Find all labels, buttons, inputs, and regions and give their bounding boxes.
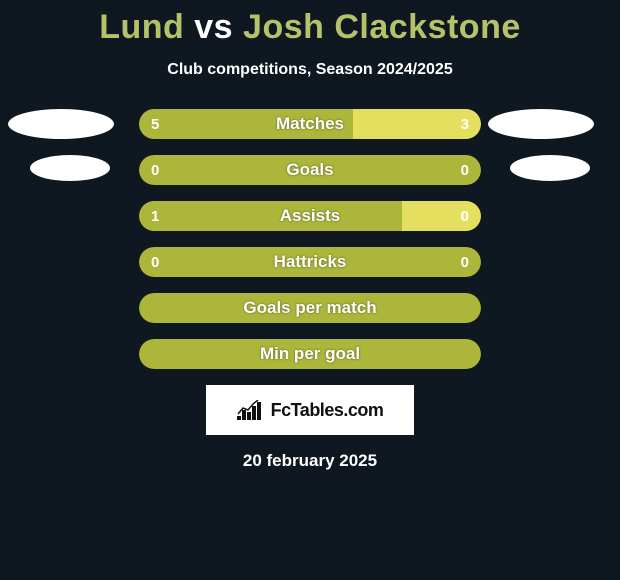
logo-text: FcTables.com [271, 400, 384, 421]
stat-value-right: 3 [461, 109, 469, 139]
stat-row-matches: Matches5 3 [139, 109, 481, 139]
stat-label: Hattricks [139, 247, 481, 277]
stat-value-left: 1 [151, 201, 159, 231]
stat-row-assists: Assists1 0 [139, 201, 481, 231]
stat-row-goals: Goals0 0 [139, 155, 481, 185]
player-silhouette-2 [488, 109, 594, 139]
stat-row-goals-per-match: Goals per match [139, 293, 481, 323]
stat-value-right: 0 [461, 201, 469, 231]
player-silhouette-1 [30, 155, 110, 181]
title-vs: vs [194, 8, 233, 46]
stat-label: Goals [139, 155, 481, 185]
player1-name: Lund [99, 8, 184, 46]
stat-label: Min per goal [139, 339, 481, 369]
fctables-logo-icon [237, 400, 265, 420]
date-label: 20 february 2025 [0, 451, 620, 471]
stat-label: Goals per match [139, 293, 481, 323]
stat-value-left: 0 [151, 247, 159, 277]
page-title: Lund vs Josh Clackstone [0, 0, 620, 47]
stat-row-hattricks: Hattricks0 0 [139, 247, 481, 277]
stat-label: Matches [139, 109, 481, 139]
stat-label: Assists [139, 201, 481, 231]
stat-value-left: 5 [151, 109, 159, 139]
comparison-chart: Matches53Goals00Assists10Hattricks00Goal… [0, 109, 620, 369]
stat-value-right: 0 [461, 155, 469, 185]
stat-value-right: 0 [461, 247, 469, 277]
stat-value-left: 0 [151, 155, 159, 185]
player-silhouette-3 [510, 155, 590, 181]
logo-box: FcTables.com [206, 385, 414, 435]
stat-row-min-per-goal: Min per goal [139, 339, 481, 369]
player2-name: Josh Clackstone [243, 8, 521, 46]
player-silhouette-0 [8, 109, 114, 139]
subtitle: Club competitions, Season 2024/2025 [0, 61, 620, 79]
